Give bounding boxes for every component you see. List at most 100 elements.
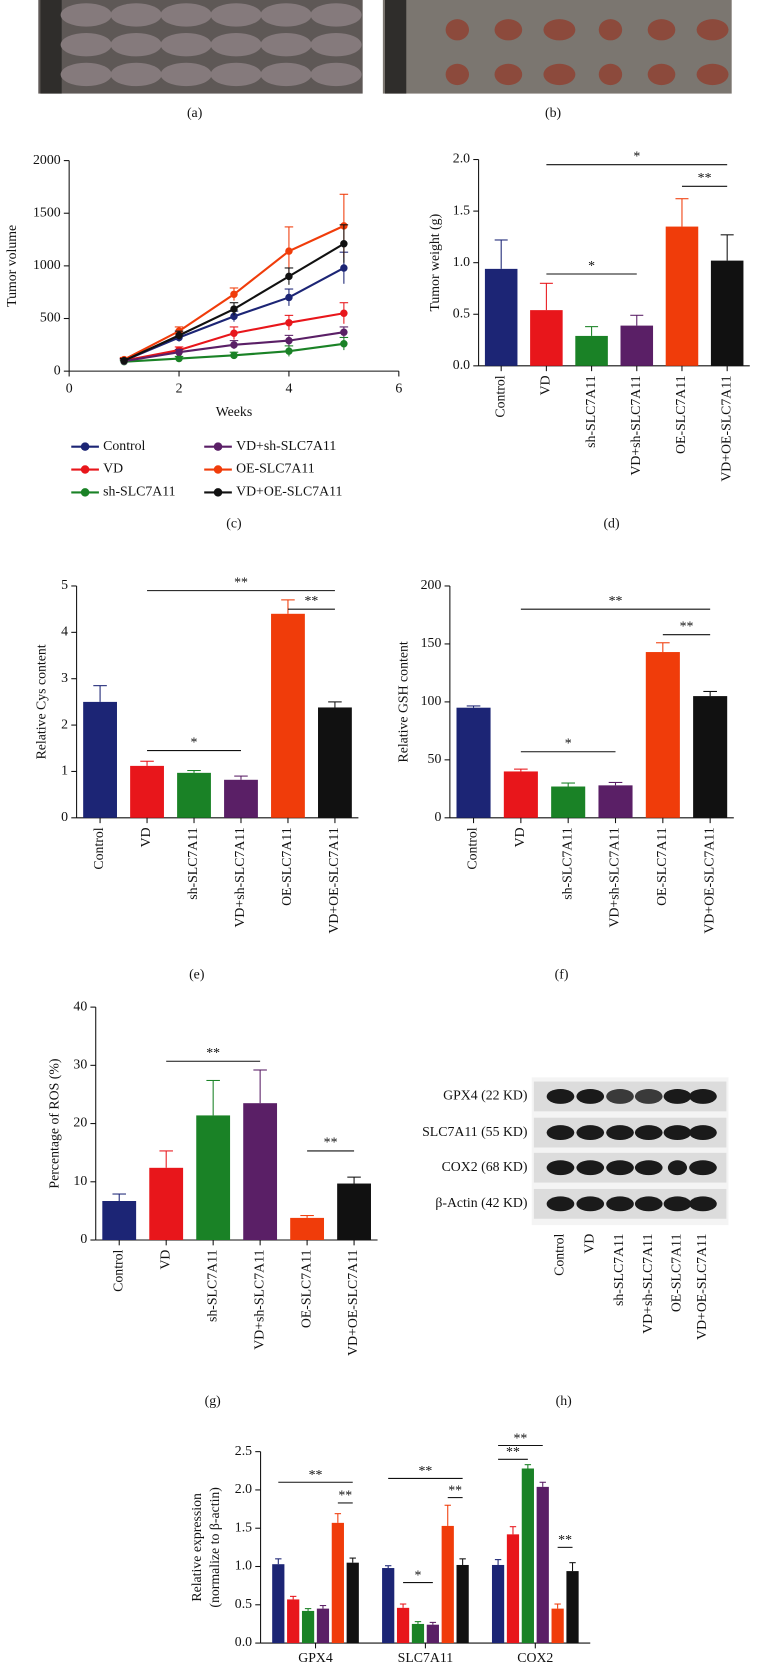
tumor bbox=[445, 19, 470, 41]
blot-band bbox=[546, 1196, 575, 1212]
bar bbox=[598, 785, 633, 818]
blot-band bbox=[606, 1125, 634, 1141]
x-tick-label: VD+sh-SLC7A11 bbox=[251, 1249, 266, 1349]
y-tick-label: 10 bbox=[73, 1173, 87, 1188]
bar bbox=[456, 1564, 469, 1644]
bar bbox=[551, 1608, 564, 1644]
significance-label: ** bbox=[338, 1488, 352, 1503]
mouse bbox=[110, 3, 162, 27]
legend-marker bbox=[213, 465, 223, 474]
bar bbox=[287, 1599, 300, 1644]
mouse bbox=[60, 32, 112, 57]
blot-band bbox=[546, 1089, 575, 1104]
mouse bbox=[260, 32, 312, 57]
blot-band bbox=[606, 1089, 634, 1104]
tumor bbox=[598, 63, 623, 86]
blot-band bbox=[634, 1196, 663, 1212]
x-tick-label: 6 bbox=[395, 380, 402, 395]
y-tick-label: 0.5 bbox=[235, 1596, 252, 1611]
y-tick-label: 0 bbox=[434, 809, 441, 824]
x-tick-label: VD bbox=[538, 375, 553, 395]
significance-label: ** bbox=[558, 1532, 572, 1547]
blot-band bbox=[663, 1089, 692, 1104]
bar bbox=[272, 1564, 285, 1644]
legend-marker bbox=[213, 488, 223, 497]
mouse bbox=[110, 32, 162, 57]
point bbox=[230, 341, 238, 349]
lane-label: sh-SLC7A11 bbox=[611, 1234, 626, 1306]
mouse bbox=[160, 3, 212, 27]
tumor bbox=[445, 63, 470, 86]
mouse bbox=[210, 32, 262, 57]
legend-marker bbox=[80, 488, 90, 497]
point bbox=[285, 347, 293, 355]
tumor bbox=[647, 63, 676, 86]
blot-band bbox=[576, 1125, 605, 1141]
y-tick-label: 4 bbox=[61, 624, 68, 639]
blot-band bbox=[606, 1196, 634, 1212]
blot-band bbox=[689, 1089, 717, 1104]
blot-band bbox=[634, 1160, 663, 1176]
bar bbox=[530, 310, 563, 366]
panel-label: (h) bbox=[556, 1393, 572, 1409]
x-tick-label: VD+OE-SLC7A11 bbox=[345, 1249, 360, 1355]
x-tick-label: 2 bbox=[176, 380, 183, 395]
bar bbox=[318, 707, 352, 818]
bar bbox=[346, 1562, 359, 1644]
y-tick-label: 1.0 bbox=[235, 1558, 252, 1573]
panel-label: (e) bbox=[189, 966, 204, 982]
y-axis-label: Percentage of ROS (%) bbox=[46, 1059, 62, 1189]
y-tick-label: 200 bbox=[421, 577, 442, 592]
bar bbox=[337, 1183, 371, 1241]
bar bbox=[396, 1607, 410, 1644]
y-tick-label: 2 bbox=[61, 716, 68, 731]
significance-label: ** bbox=[609, 593, 623, 608]
point bbox=[285, 272, 293, 281]
significance-label: ** bbox=[309, 1467, 323, 1482]
blot-band bbox=[667, 1160, 688, 1176]
legend-label: VD bbox=[103, 461, 123, 476]
point bbox=[230, 290, 238, 299]
significance-label: * bbox=[565, 735, 572, 750]
x-tick-label: sh-SLC7A11 bbox=[204, 1250, 219, 1322]
bar bbox=[382, 1568, 395, 1644]
blot-band bbox=[576, 1160, 605, 1176]
bar bbox=[536, 1486, 549, 1644]
bar bbox=[521, 1468, 534, 1644]
tumor bbox=[696, 63, 729, 86]
bar bbox=[224, 779, 258, 818]
ruler bbox=[40, 0, 62, 94]
bar bbox=[575, 335, 608, 366]
significance-label: * bbox=[415, 1567, 422, 1582]
y-tick-label: 2000 bbox=[33, 152, 61, 167]
ruler bbox=[385, 0, 407, 94]
mouse bbox=[310, 62, 362, 87]
y-tick-label: 0.0 bbox=[235, 1634, 252, 1649]
x-tick-label: sh-SLC7A11 bbox=[583, 375, 598, 447]
y-tick-label: 5 bbox=[61, 577, 68, 592]
tumor bbox=[543, 19, 576, 41]
point bbox=[340, 309, 348, 317]
panel-label: (b) bbox=[545, 105, 561, 121]
panel-label: (a) bbox=[187, 105, 202, 121]
lane-label: VD+OE-SLC7A11 bbox=[694, 1234, 709, 1340]
y-tick-label: 40 bbox=[73, 998, 87, 1013]
bar bbox=[102, 1201, 137, 1241]
y-tick-label: 100 bbox=[421, 693, 442, 708]
x-tick-label: GPX4 bbox=[298, 1650, 333, 1665]
mouse bbox=[210, 62, 262, 87]
legend-label: VD+OE-SLC7A11 bbox=[236, 484, 342, 499]
lane-label: Control bbox=[552, 1233, 567, 1275]
y-tick-label: 0 bbox=[54, 362, 61, 377]
y-tick-label: 2.5 bbox=[235, 1443, 252, 1458]
point bbox=[230, 305, 238, 313]
panel-label: (c) bbox=[226, 515, 241, 531]
legend-label: OE-SLC7A11 bbox=[236, 461, 315, 476]
significance-label: ** bbox=[234, 574, 248, 589]
blot-band bbox=[663, 1196, 692, 1212]
x-tick-label: VD bbox=[157, 1250, 172, 1270]
legend-label: sh-SLC7A11 bbox=[103, 484, 175, 499]
bar bbox=[177, 772, 211, 818]
bar bbox=[456, 707, 491, 818]
significance-label: ** bbox=[514, 1430, 528, 1445]
